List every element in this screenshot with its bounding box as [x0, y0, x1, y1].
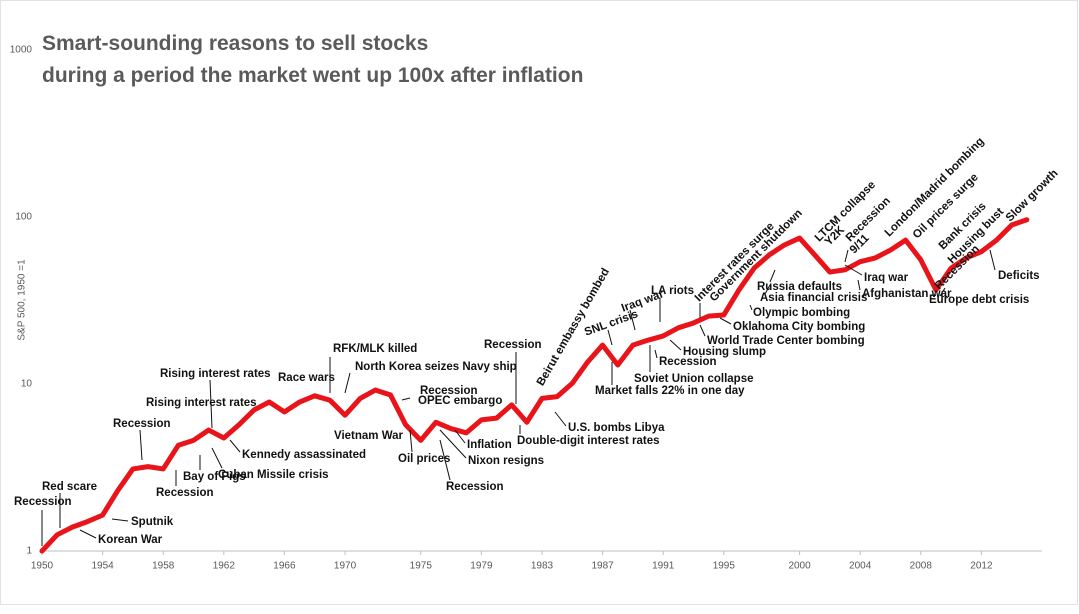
- annotation: Soviet Union collapse: [634, 373, 754, 385]
- leader-line: [769, 269, 776, 283]
- annotation: Oklahoma City bombing: [733, 321, 865, 333]
- x-tick-label: 2004: [849, 561, 872, 572]
- leader-line: [401, 397, 411, 401]
- annotation: Korean War: [98, 534, 163, 546]
- x-tick-label: 1966: [273, 561, 296, 572]
- x-tick-label: 2008: [910, 561, 933, 572]
- leader-line: [554, 411, 567, 427]
- annotation: SNL crisis: [583, 308, 640, 338]
- annotation: Deficits: [998, 270, 1040, 282]
- annotation: Vietnam War: [334, 430, 404, 442]
- x-tick-label: 1958: [152, 561, 175, 572]
- annotation: OPEC embargo: [418, 395, 502, 407]
- x-tick-label: 2000: [788, 561, 811, 572]
- annotation: Cuban Missile crisis: [218, 469, 329, 481]
- x-tick-label: 1995: [713, 561, 736, 572]
- annotation: Afghanistan war: [862, 288, 952, 300]
- x-tick-label: 1979: [470, 561, 493, 572]
- leader-line: [79, 529, 97, 539]
- annotation: Recession: [14, 496, 72, 508]
- chart-title: during a period the market went up 100x …: [42, 64, 583, 87]
- leader-line: [844, 249, 849, 263]
- annotation: Race wars: [278, 372, 335, 384]
- leader-line: [719, 317, 732, 325]
- annotation: U.S. bombs Libya: [568, 422, 665, 434]
- annotation: Oil prices: [398, 453, 450, 465]
- leader-line: [439, 439, 451, 481]
- price-line: [39, 217, 1030, 554]
- x-tick-label: 1970: [334, 561, 357, 572]
- leader-line: [209, 379, 213, 429]
- annotation: Olympic bombing: [753, 307, 850, 319]
- leader-line: [939, 287, 946, 297]
- annotation: RFK/MLK killed: [333, 343, 417, 355]
- x-tick-label: 1962: [213, 561, 236, 572]
- leader-line: [409, 429, 413, 453]
- y-tick-label: 10: [21, 379, 33, 390]
- annotation: LA riots: [651, 285, 694, 297]
- annotation: Recession: [156, 487, 214, 499]
- annotation: Bay of Pigs: [183, 471, 246, 483]
- annotation: Sputnik: [131, 516, 174, 528]
- chart-title: Smart-sounding reasons to sell stocks: [42, 32, 428, 55]
- annotation: Rising interest rates: [146, 397, 257, 409]
- annotation: Iraq war: [864, 272, 909, 284]
- x-tick-label: 1983: [531, 561, 554, 572]
- leader-line: [764, 284, 771, 295]
- y-tick-label: 1000: [10, 45, 33, 56]
- leader-line: [699, 324, 706, 337]
- leader-line: [439, 429, 467, 459]
- x-tick-label: 1987: [591, 561, 614, 572]
- leader-line: [669, 339, 682, 351]
- y-tick-label: 100: [15, 212, 32, 223]
- annotation: Nixon resigns: [468, 455, 544, 467]
- x-tick-label: 1991: [652, 561, 675, 572]
- x-tick-label: 1975: [410, 561, 433, 572]
- x-tick-label: 1954: [91, 561, 114, 572]
- annotation: Market falls 22% in one day: [595, 385, 745, 397]
- annotation: Europe debt crisis: [929, 294, 1029, 306]
- leader-line: [857, 279, 861, 291]
- annotation: Inflation: [467, 439, 512, 451]
- annotation: Russia defaults: [757, 281, 842, 293]
- leader-line: [749, 304, 753, 311]
- annotation: Double-digit interest rates: [517, 435, 660, 447]
- y-axis-label: S&P 500, 1950 =1: [17, 259, 28, 341]
- annotation: Recession: [113, 418, 171, 430]
- leader-line: [211, 447, 223, 469]
- annotation: Slow growth: [1004, 167, 1061, 224]
- x-tick-label: 1950: [31, 561, 54, 572]
- leader-line: [654, 349, 658, 359]
- annotation: Asia financial crisis: [760, 292, 867, 304]
- annotation: World Trade Center bombing: [707, 335, 865, 347]
- leader-line: [989, 249, 996, 271]
- x-tick-label: 2012: [970, 561, 993, 572]
- leader-line: [344, 372, 351, 394]
- leader-line: [607, 329, 613, 346]
- annotation: Recession: [484, 339, 542, 351]
- annotation: North Korea seizes Navy ship: [355, 361, 517, 373]
- annotation: Recession: [420, 385, 478, 397]
- annotation: Housing slump: [683, 346, 766, 358]
- y-tick-label: 1: [26, 546, 32, 557]
- leader-line: [111, 518, 129, 522]
- annotation: Rising interest rates: [160, 368, 271, 380]
- leader-line: [844, 264, 863, 276]
- leader-line: [139, 429, 143, 461]
- leader-line: [454, 429, 466, 444]
- annotation: Kennedy assassinated: [242, 449, 366, 461]
- annotation: Red scare: [42, 481, 97, 493]
- leader-line: [229, 439, 241, 453]
- annotation: Recession: [659, 356, 717, 368]
- annotation: Recession: [446, 481, 504, 493]
- leader-line: [629, 309, 636, 331]
